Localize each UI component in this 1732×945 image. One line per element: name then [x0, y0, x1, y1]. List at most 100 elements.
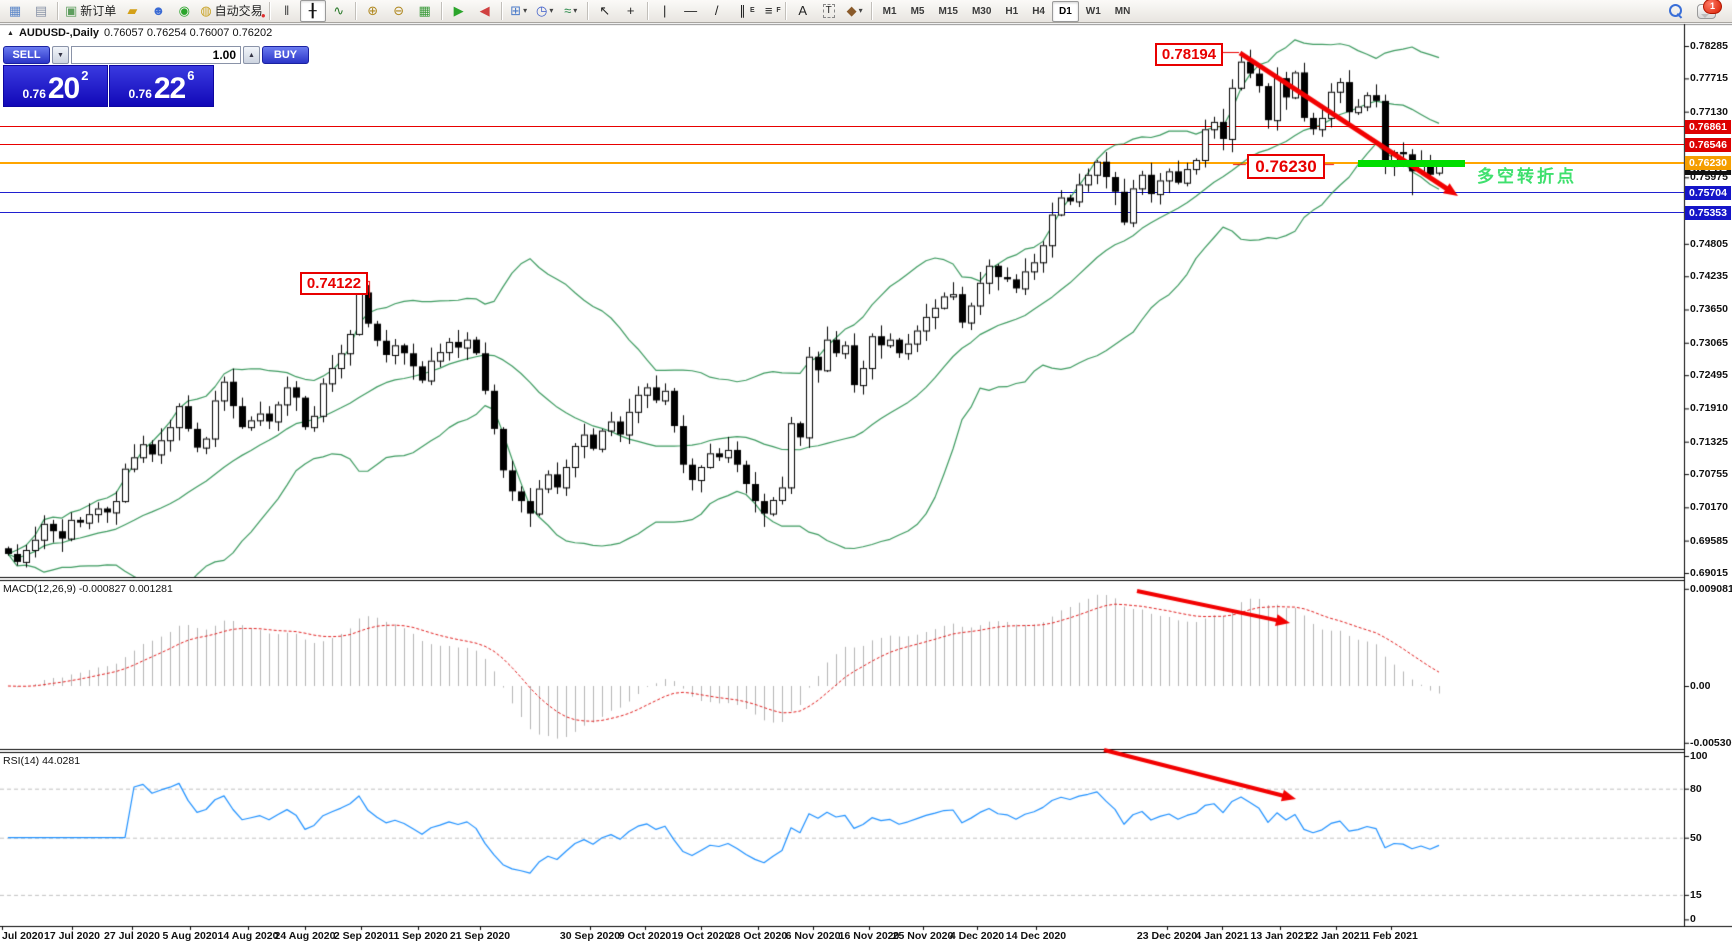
- arrows-icon-dropdown[interactable]: ▾: [858, 6, 863, 15]
- gold-icon[interactable]: ▰: [119, 0, 145, 22]
- new-chart-button[interactable]: ⊞ ▾: [506, 0, 532, 22]
- candlestick-icon: ╂: [308, 3, 317, 18]
- date-axis-label: 14 Dec 2020: [1005, 930, 1067, 942]
- arrows-icon: ◆: [846, 3, 857, 18]
- timeframe-h4-button[interactable]: H4: [1032, 5, 1045, 17]
- macd-axis-tick: 0.009081: [1690, 582, 1732, 595]
- crosshair-icon: +: [626, 3, 635, 18]
- vertical-line-icon[interactable]: |: [652, 0, 678, 22]
- charts-window-icon[interactable]: ▦: [2, 0, 28, 22]
- signals-icon[interactable]: ◉: [171, 0, 197, 22]
- horizontal-line-icon[interactable]: —: [678, 0, 704, 22]
- periods-button[interactable]: ◷ ▾: [532, 0, 558, 22]
- text-label-icon: T: [822, 4, 835, 18]
- date-axis-label: 4 Dec 2020: [949, 930, 1005, 942]
- price-axis-tick: 0.69585: [1690, 534, 1728, 547]
- text-label-icon[interactable]: T: [816, 0, 842, 22]
- timeframe-m5-button[interactable]: M5: [910, 5, 925, 17]
- september-high-callout[interactable]: 0.74122: [300, 272, 368, 295]
- volume-input[interactable]: [71, 46, 241, 64]
- rsi-axis-tick: 0: [1690, 913, 1696, 926]
- rsi-label: RSI(14) 44.0281: [3, 755, 81, 767]
- autotrading-button-badge: ●: [260, 11, 266, 20]
- zoom-in-icon[interactable]: ⊕: [360, 0, 386, 22]
- date-axis-label: 24 Aug 2020: [274, 930, 336, 942]
- community-icon[interactable]: ☻: [145, 0, 171, 22]
- tile-windows-icon: ▦: [418, 3, 431, 18]
- crosshair-icon[interactable]: +: [618, 0, 644, 22]
- chat-icon[interactable]: 1: [1697, 0, 1722, 19]
- buy-price-big: 22: [153, 72, 186, 105]
- buy-button[interactable]: BUY: [262, 46, 309, 64]
- community-icon: ☻: [151, 3, 166, 18]
- autotrading-button: ◍: [200, 3, 212, 18]
- indicators-button-dropdown[interactable]: ▾: [573, 6, 578, 15]
- indicators-button[interactable]: ≈ ▾: [558, 0, 584, 22]
- high-price-callout[interactable]: 0.78194: [1155, 43, 1223, 66]
- text-icon[interactable]: A: [790, 0, 816, 22]
- rsi-axis-tick: 80: [1690, 782, 1702, 795]
- trendline-icon[interactable]: /: [704, 0, 730, 22]
- toolbar-separator: [57, 2, 59, 20]
- collapse-icon[interactable]: ▲: [7, 29, 14, 37]
- pivot-note-text[interactable]: 多空转折点: [1477, 167, 1577, 186]
- cursor-icon[interactable]: ↖: [592, 0, 618, 22]
- price-axis-tick: 0.70755: [1690, 468, 1728, 481]
- horizontal-line-icon: —: [684, 3, 698, 18]
- timeframe-m15-button[interactable]: M15: [938, 5, 958, 17]
- resistance-badge-1: 0.76861: [1685, 119, 1731, 134]
- line-chart-icon[interactable]: ∿: [326, 0, 352, 22]
- timeframe-m1-button[interactable]: M1: [882, 5, 897, 17]
- profiles-icon[interactable]: ▤: [28, 0, 54, 22]
- trendline-icon: /: [714, 3, 719, 18]
- new-order-button[interactable]: ▣ 新订单: [62, 0, 119, 22]
- date-axis-label: 1 Feb 2021: [1364, 930, 1418, 942]
- main-toolbar: ▦ ▤ ▣ 新订单 ▰ ☻ ◉ ◍ ● 自动交易 ‖ ╂ ∿ ⊕ ⊖ ▦ ▶ ◀ ⊞ ▾ ◷ ▾ ≈ ▾ ↖ + | — / ∥ E ≡ F A T…: [0, 0, 1732, 23]
- macd-axis-tick: -0.005306: [1690, 736, 1732, 749]
- sell-button[interactable]: SELL: [3, 46, 50, 64]
- timeframe-h1-button[interactable]: H1: [1005, 5, 1019, 17]
- autoscroll-icon[interactable]: ▶: [446, 0, 472, 22]
- chart-ohlc-values: 0.76057 0.76254 0.76007 0.76202: [104, 27, 273, 39]
- candlestick-icon[interactable]: ╂: [299, 0, 326, 22]
- buy-price-prefix: 0.76: [128, 87, 152, 101]
- equidistant-channel-icon[interactable]: ∥ E: [730, 0, 756, 22]
- pivot-highlight-bar[interactable]: [1358, 160, 1465, 167]
- chart-shift-icon[interactable]: ◀: [472, 0, 498, 22]
- chart-symbol-period: AUDUSD-,Daily: [18, 27, 100, 39]
- sell-price-box[interactable]: 0.76 20 2: [3, 65, 108, 107]
- date-axis-label: 2 Sep 2020: [333, 930, 389, 942]
- autoscroll-icon: ▶: [453, 3, 464, 18]
- fibonacci-icon: ≡: [764, 3, 773, 18]
- macd-axis-tick: 0.00: [1690, 680, 1711, 692]
- tile-windows-icon[interactable]: ▦: [412, 0, 438, 22]
- equidistant-channel-icon: ∥: [739, 3, 746, 18]
- search-icon[interactable]: [1669, 4, 1683, 19]
- price-axis-tick: 0.70170: [1690, 501, 1728, 514]
- periods-button: ◷: [535, 3, 548, 18]
- toolbar-separator: [268, 2, 271, 20]
- timeframe-m30-button[interactable]: M30: [971, 5, 992, 17]
- date-axis-label: 19 Oct 2020: [671, 930, 731, 942]
- pivot-price-callout[interactable]: 0.76230: [1247, 154, 1325, 179]
- volume-down-spinner[interactable]: ▼: [52, 46, 69, 64]
- zoom-out-icon: ⊖: [393, 3, 405, 18]
- arrows-icon[interactable]: ◆ ▾: [842, 0, 868, 22]
- timeframe-mn-button[interactable]: MN: [1114, 5, 1131, 17]
- volume-up-spinner[interactable]: ▲: [243, 46, 260, 64]
- new-chart-button-dropdown[interactable]: ▾: [523, 6, 528, 15]
- equidistant-channel-icon-sub: E: [750, 7, 755, 14]
- fibonacci-icon[interactable]: ≡ F: [756, 0, 782, 22]
- buy-price-box[interactable]: 0.76 22 6: [109, 65, 214, 107]
- support-badge-1: 0.75704: [1685, 185, 1731, 200]
- resistance-badge-2: 0.76546: [1685, 137, 1731, 152]
- periods-button-dropdown[interactable]: ▾: [549, 6, 554, 15]
- new-chart-button: ⊞: [510, 3, 522, 18]
- bar-chart-icon[interactable]: ‖: [274, 0, 300, 22]
- autotrading-button[interactable]: ◍ ● 自动交易: [197, 0, 265, 22]
- zoom-out-icon[interactable]: ⊖: [386, 0, 412, 22]
- timeframe-w1-button[interactable]: W1: [1085, 5, 1101, 17]
- price-axis-tick: 0.72495: [1690, 369, 1728, 382]
- timeframe-d1-button[interactable]: D1: [1051, 0, 1079, 22]
